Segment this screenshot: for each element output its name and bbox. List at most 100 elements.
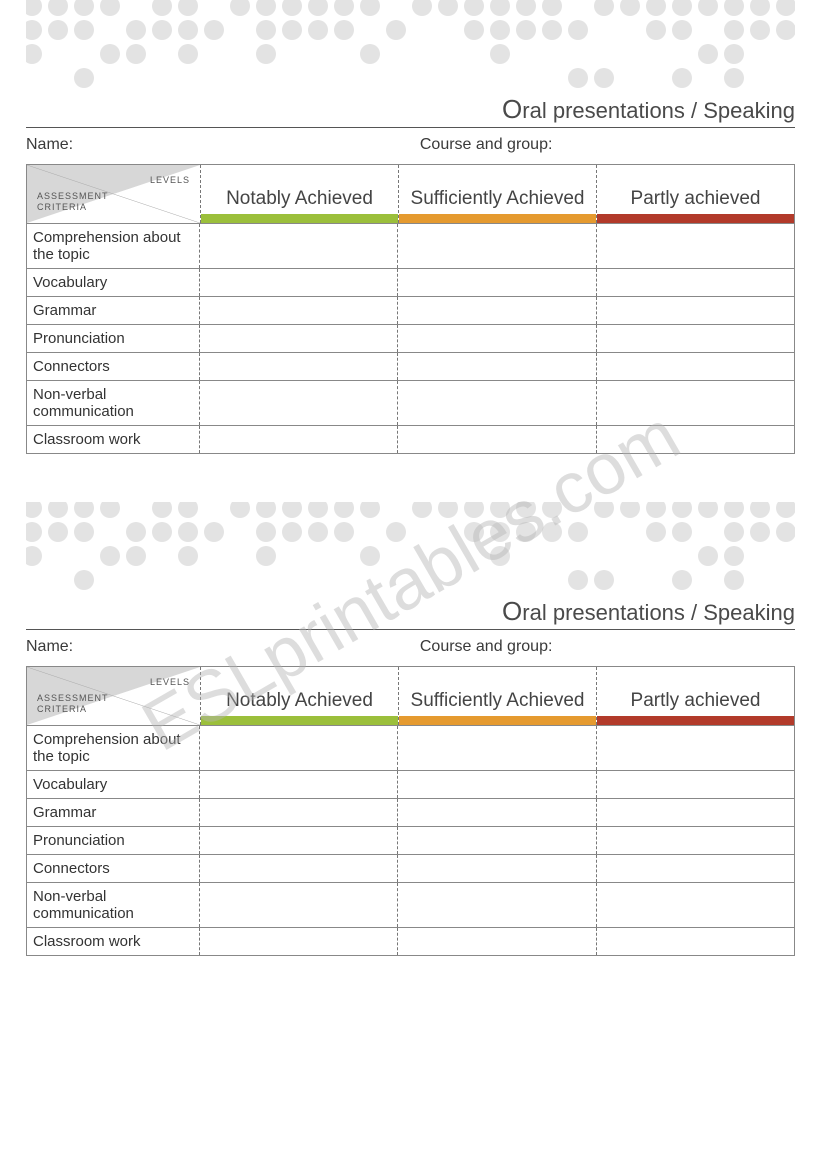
criteria-label: Comprehension about the topic	[27, 224, 200, 268]
course-field-label[interactable]: Course and group:	[420, 638, 795, 656]
rubric-cell[interactable]	[398, 381, 596, 425]
corner-criteria-label: ASSESSMENTCRITERIA	[37, 191, 109, 213]
grid-header: LEVELS ASSESSMENTCRITERIA Notably Achiev…	[27, 164, 794, 223]
rubric-cell[interactable]	[200, 325, 398, 352]
rubric-cell[interactable]	[200, 353, 398, 380]
rubric-cell[interactable]	[597, 353, 794, 380]
level-column-0: Notably Achieved	[201, 165, 399, 223]
level-color-bar	[201, 214, 398, 223]
rubric-cell[interactable]	[200, 928, 398, 955]
rubric-cell[interactable]	[200, 426, 398, 453]
rubric-cell[interactable]	[398, 827, 596, 854]
title-initial: O	[502, 94, 522, 124]
name-field-label[interactable]: Name:	[26, 136, 420, 154]
rubric-cell[interactable]	[597, 855, 794, 882]
criteria-label: Classroom work	[27, 426, 200, 453]
level-column-2: Partly achieved	[597, 165, 794, 223]
page-container: Oral presentations / Speaking Name: Cour…	[0, 0, 821, 956]
rubric-block: Oral presentations / Speaking Name: Cour…	[0, 0, 821, 454]
rubric-cell[interactable]	[597, 426, 794, 453]
dots-pattern	[26, 502, 795, 592]
criteria-label: Classroom work	[27, 928, 200, 955]
page-title: Oral presentations / Speaking	[26, 90, 795, 128]
criteria-row: Pronunciation	[27, 826, 794, 854]
criteria-row: Pronunciation	[27, 324, 794, 352]
rubric-cell[interactable]	[398, 726, 596, 770]
criteria-row: Classroom work	[27, 425, 794, 453]
criteria-label: Connectors	[27, 353, 200, 380]
rubric-cell[interactable]	[398, 855, 596, 882]
criteria-label: Pronunciation	[27, 325, 200, 352]
level-label: Sufficiently Achieved	[399, 690, 596, 716]
rubric-cell[interactable]	[398, 928, 596, 955]
rubric-cell[interactable]	[200, 855, 398, 882]
criteria-row: Comprehension about the topic	[27, 725, 794, 770]
rubric-cell[interactable]	[597, 325, 794, 352]
rubric-cell[interactable]	[200, 297, 398, 324]
rubric-cell[interactable]	[398, 883, 596, 927]
name-field-label[interactable]: Name:	[26, 638, 420, 656]
criteria-row: Non-verbal communication	[27, 380, 794, 425]
rubric-cell[interactable]	[200, 799, 398, 826]
rubric-cell[interactable]	[597, 381, 794, 425]
criteria-row: Non-verbal communication	[27, 882, 794, 927]
title-initial: O	[502, 596, 522, 626]
rubric-cell[interactable]	[597, 827, 794, 854]
criteria-label: Vocabulary	[27, 269, 200, 296]
rubric-cell[interactable]	[597, 883, 794, 927]
rubric-cell[interactable]	[597, 224, 794, 268]
criteria-row: Grammar	[27, 798, 794, 826]
grid-header: LEVELS ASSESSMENTCRITERIA Notably Achiev…	[27, 666, 794, 725]
criteria-row: Vocabulary	[27, 770, 794, 798]
criteria-row: Vocabulary	[27, 268, 794, 296]
level-color-bar	[399, 716, 596, 725]
rubric-cell[interactable]	[398, 799, 596, 826]
rubric-block: Oral presentations / Speaking Name: Cour…	[0, 502, 821, 956]
rubric-cell[interactable]	[200, 883, 398, 927]
page-title: Oral presentations / Speaking	[26, 592, 795, 630]
level-column-2: Partly achieved	[597, 667, 794, 725]
criteria-row: Grammar	[27, 296, 794, 324]
rubric-cell[interactable]	[398, 224, 596, 268]
level-color-bar	[201, 716, 398, 725]
course-field-label[interactable]: Course and group:	[420, 136, 795, 154]
rubric-cell[interactable]	[398, 353, 596, 380]
level-color-bar	[597, 214, 794, 223]
criteria-label: Comprehension about the topic	[27, 726, 200, 770]
rubric-cell[interactable]	[200, 726, 398, 770]
rubric-cell[interactable]	[398, 771, 596, 798]
level-color-bar	[399, 214, 596, 223]
rubric-cell[interactable]	[597, 726, 794, 770]
rubric-cell[interactable]	[200, 771, 398, 798]
corner-levels-label: LEVELS	[150, 175, 190, 185]
rubric-cell[interactable]	[200, 269, 398, 296]
rubric-cell[interactable]	[200, 827, 398, 854]
criteria-label: Non-verbal communication	[27, 381, 200, 425]
corner-criteria-label: ASSESSMENTCRITERIA	[37, 693, 109, 715]
rubric-cell[interactable]	[398, 269, 596, 296]
rubric-cell[interactable]	[398, 325, 596, 352]
criteria-label: Vocabulary	[27, 771, 200, 798]
rubric-cell[interactable]	[200, 381, 398, 425]
rubric-cell[interactable]	[597, 928, 794, 955]
level-label: Notably Achieved	[201, 690, 398, 716]
dots-decoration	[26, 502, 795, 592]
rubric-cell[interactable]	[597, 269, 794, 296]
rubric-cell[interactable]	[597, 297, 794, 324]
level-label: Partly achieved	[597, 690, 794, 716]
criteria-row: Connectors	[27, 854, 794, 882]
rubric-cell[interactable]	[200, 224, 398, 268]
criteria-label: Grammar	[27, 799, 200, 826]
rubric-cell[interactable]	[597, 771, 794, 798]
level-column-1: Sufficiently Achieved	[399, 165, 597, 223]
level-label: Partly achieved	[597, 188, 794, 214]
rubric-cell[interactable]	[398, 297, 596, 324]
criteria-label: Non-verbal communication	[27, 883, 200, 927]
rubric-cell[interactable]	[398, 426, 596, 453]
meta-row: Name: Course and group:	[26, 638, 795, 656]
rubric-grid: LEVELS ASSESSMENTCRITERIA Notably Achiev…	[26, 164, 795, 454]
rubric-cell[interactable]	[597, 799, 794, 826]
dots-pattern	[26, 0, 795, 90]
header-corner: LEVELS ASSESSMENTCRITERIA	[27, 667, 201, 725]
level-column-0: Notably Achieved	[201, 667, 399, 725]
